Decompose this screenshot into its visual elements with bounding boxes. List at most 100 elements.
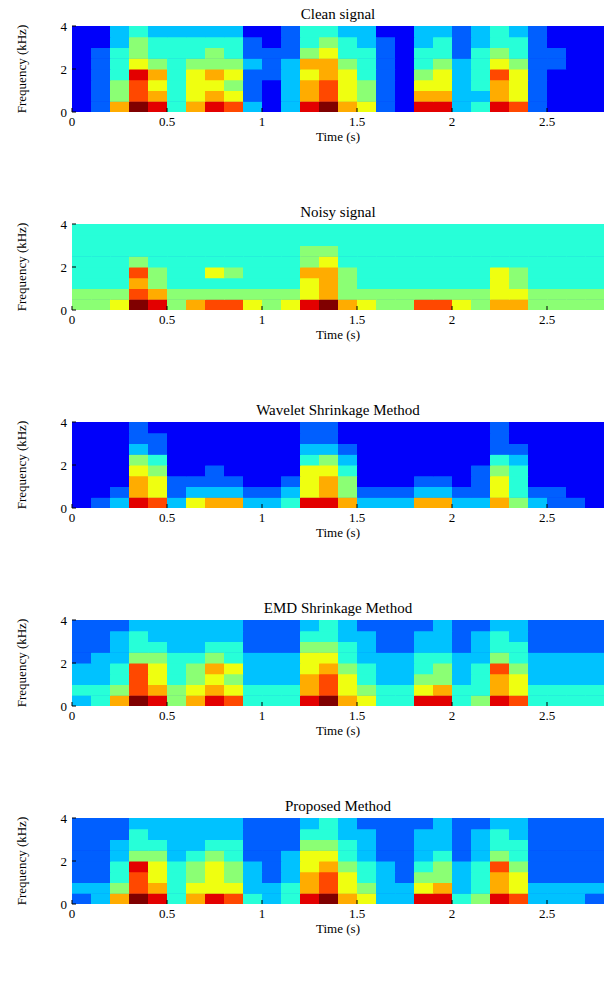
cell	[72, 48, 92, 59]
cell	[319, 476, 339, 487]
cell	[452, 444, 472, 455]
cell	[338, 235, 358, 246]
cell	[547, 663, 567, 674]
cell	[452, 685, 472, 696]
cell	[129, 850, 149, 861]
x-tick-label: 2.5	[539, 312, 555, 327]
cell	[395, 299, 415, 310]
x-tick-label: 2.5	[539, 114, 555, 129]
cell	[243, 444, 263, 455]
cell	[205, 695, 225, 706]
cell	[490, 476, 510, 487]
cell	[262, 642, 282, 653]
cell	[167, 58, 187, 69]
cell	[224, 872, 244, 883]
cell	[585, 101, 604, 112]
cell	[224, 444, 244, 455]
cell	[471, 883, 491, 894]
x-tick-label: 0	[69, 906, 76, 921]
cell	[243, 289, 263, 300]
cell	[91, 69, 111, 80]
cell	[300, 652, 320, 663]
cell	[72, 497, 92, 508]
cell	[395, 454, 415, 465]
cell	[471, 695, 491, 706]
cell	[186, 695, 206, 706]
cell	[72, 433, 92, 444]
cell	[433, 454, 453, 465]
cell	[186, 48, 206, 59]
cell	[566, 861, 586, 872]
y-axis-title: Frequency (kHz)	[14, 223, 29, 311]
cell	[205, 631, 225, 642]
cell	[110, 278, 130, 289]
cell	[205, 883, 225, 894]
cell	[490, 631, 510, 642]
cell	[376, 818, 396, 829]
cell	[72, 454, 92, 465]
cell	[509, 289, 529, 300]
cell	[186, 58, 206, 69]
cell	[433, 663, 453, 674]
cell	[509, 444, 529, 455]
cell	[148, 224, 168, 235]
cell	[528, 58, 548, 69]
cell	[338, 278, 358, 289]
cell	[167, 818, 187, 829]
cell	[414, 883, 434, 894]
cell	[433, 267, 453, 278]
cell	[148, 69, 168, 80]
cell	[547, 235, 567, 246]
cell	[433, 91, 453, 102]
cell	[471, 26, 491, 37]
cell	[281, 299, 301, 310]
cell	[110, 642, 130, 653]
x-tick-label: 2	[449, 312, 456, 327]
cell	[528, 487, 548, 498]
cell	[91, 829, 111, 840]
cell	[528, 850, 548, 861]
cell	[167, 299, 187, 310]
cell	[395, 69, 415, 80]
cell	[110, 829, 130, 840]
cell	[243, 652, 263, 663]
y-tick-label: 4	[61, 811, 68, 826]
cell	[357, 26, 377, 37]
cell	[319, 883, 339, 894]
cell	[262, 246, 282, 257]
cell	[110, 465, 130, 476]
cell	[414, 26, 434, 37]
cell	[319, 642, 339, 653]
cell	[452, 850, 472, 861]
cell	[414, 893, 434, 904]
cell	[243, 278, 263, 289]
cell	[167, 695, 187, 706]
cell	[433, 465, 453, 476]
cell	[129, 267, 149, 278]
cell	[547, 37, 567, 48]
cell	[566, 278, 586, 289]
x-tick	[357, 900, 358, 904]
cell	[585, 476, 604, 487]
cell	[72, 224, 92, 235]
cell	[129, 246, 149, 257]
cell	[433, 246, 453, 257]
cell	[528, 872, 548, 883]
cell	[433, 872, 453, 883]
cell	[395, 465, 415, 476]
cell	[547, 267, 567, 278]
x-tick-label: 0	[69, 510, 76, 525]
cell	[72, 642, 92, 653]
cell	[433, 818, 453, 829]
cell	[471, 861, 491, 872]
cell	[566, 299, 586, 310]
cell	[224, 26, 244, 37]
cell	[243, 487, 263, 498]
panel-title: Wavelet Shrinkage Method	[256, 402, 420, 418]
cell	[243, 101, 263, 112]
panel-title: Noisy signal	[300, 204, 375, 220]
cell	[243, 674, 263, 685]
cell	[91, 26, 111, 37]
cell	[281, 80, 301, 91]
cell	[452, 37, 472, 48]
